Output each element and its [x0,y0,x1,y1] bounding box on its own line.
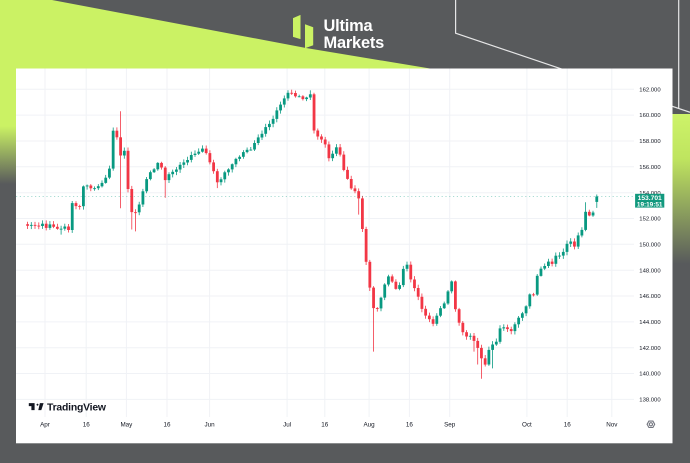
svg-text:158.000: 158.000 [639,139,661,145]
svg-text:Jun: Jun [205,422,216,429]
svg-text:Jul: Jul [283,422,291,429]
svg-text:152.000: 152.000 [639,217,661,223]
svg-text:156.000: 156.000 [639,165,661,171]
svg-text:Markets: Markets [324,34,385,52]
svg-text:Nov: Nov [606,422,618,429]
svg-text:150.000: 150.000 [639,242,661,248]
svg-text:Sep: Sep [444,422,456,429]
svg-text:16: 16 [321,422,329,429]
svg-text:16: 16 [83,422,91,429]
svg-text:160.000: 160.000 [639,113,661,119]
svg-text:Apr: Apr [40,422,50,429]
svg-text:Oct: Oct [522,422,532,429]
svg-text:162.000: 162.000 [639,87,661,93]
svg-text:Aug: Aug [363,422,375,429]
svg-text:16: 16 [163,422,171,429]
svg-text:153.701: 153.701 [638,195,662,202]
svg-text:16: 16 [406,422,414,429]
svg-text:142.000: 142.000 [639,346,661,352]
svg-text:144.000: 144.000 [639,320,661,326]
svg-text:Ultima: Ultima [324,17,374,35]
svg-text:146.000: 146.000 [639,294,661,300]
svg-text:May: May [120,422,133,429]
svg-text:16: 16 [564,422,572,429]
svg-text:TradingView: TradingView [47,402,107,413]
svg-text:138.000: 138.000 [639,398,661,404]
svg-text:19:19:51: 19:19:51 [637,202,663,209]
svg-text:148.000: 148.000 [639,268,661,274]
svg-text:140.000: 140.000 [639,372,661,378]
